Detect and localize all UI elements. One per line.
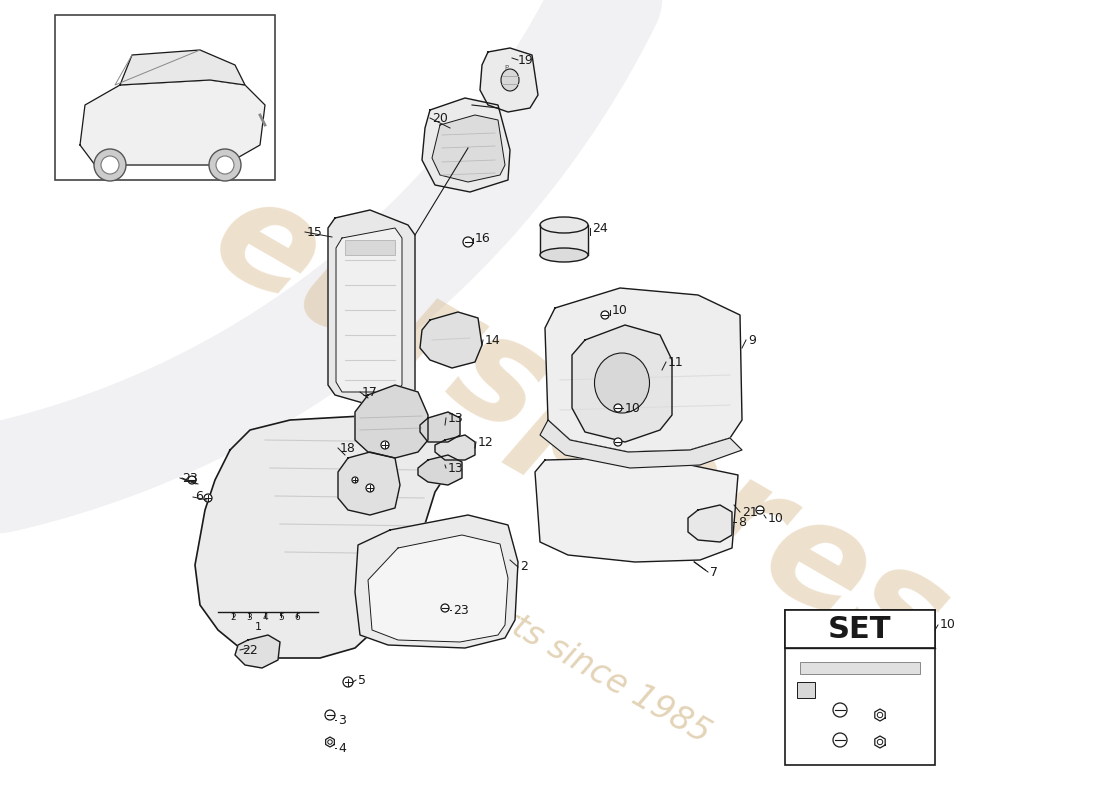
Text: 6: 6 — [294, 613, 300, 622]
Polygon shape — [355, 515, 518, 648]
Text: 2: 2 — [230, 613, 235, 622]
Circle shape — [188, 476, 196, 484]
Text: 11: 11 — [668, 355, 684, 369]
Circle shape — [328, 740, 332, 744]
Ellipse shape — [500, 69, 519, 91]
Circle shape — [878, 712, 882, 718]
Text: 21: 21 — [742, 506, 758, 518]
Polygon shape — [235, 635, 280, 668]
Text: 4: 4 — [262, 613, 267, 622]
Polygon shape — [338, 452, 400, 515]
Text: 6: 6 — [195, 490, 202, 503]
Text: 10: 10 — [768, 511, 784, 525]
Circle shape — [833, 703, 847, 717]
Polygon shape — [326, 737, 334, 747]
Text: 18: 18 — [340, 442, 356, 454]
Text: 15: 15 — [307, 226, 323, 238]
Polygon shape — [544, 288, 742, 452]
Bar — [785, 610, 935, 765]
Polygon shape — [420, 312, 482, 368]
Text: 3: 3 — [338, 714, 345, 726]
Polygon shape — [874, 736, 886, 748]
Circle shape — [381, 441, 389, 449]
Text: 10: 10 — [625, 402, 641, 414]
Circle shape — [601, 311, 609, 319]
Circle shape — [94, 149, 126, 181]
Circle shape — [878, 739, 882, 745]
Text: 23: 23 — [453, 603, 469, 617]
Text: 12: 12 — [478, 435, 494, 449]
Polygon shape — [432, 115, 505, 182]
Text: 9: 9 — [748, 334, 756, 346]
Text: 22: 22 — [242, 643, 257, 657]
Text: 5: 5 — [278, 613, 284, 622]
Bar — [55, 15, 275, 180]
Circle shape — [209, 149, 241, 181]
Text: 10: 10 — [940, 618, 956, 631]
Bar — [345, 240, 395, 255]
Circle shape — [614, 404, 622, 412]
Polygon shape — [434, 435, 475, 460]
Polygon shape — [422, 98, 510, 192]
Circle shape — [101, 156, 119, 174]
Text: 10: 10 — [612, 303, 628, 317]
Text: 3: 3 — [246, 613, 252, 622]
Polygon shape — [688, 505, 732, 542]
Circle shape — [324, 710, 336, 720]
Circle shape — [204, 494, 212, 502]
Polygon shape — [80, 80, 265, 165]
Polygon shape — [874, 709, 886, 721]
Text: 13: 13 — [448, 462, 464, 474]
Text: 8: 8 — [738, 515, 746, 529]
Text: 14: 14 — [485, 334, 501, 346]
Bar — [785, 610, 935, 648]
Text: 2: 2 — [520, 561, 528, 574]
Polygon shape — [535, 458, 738, 562]
Ellipse shape — [540, 217, 589, 233]
Ellipse shape — [540, 248, 589, 262]
Polygon shape — [572, 325, 672, 442]
Text: 23: 23 — [182, 471, 198, 485]
Circle shape — [441, 604, 449, 612]
Text: 19: 19 — [518, 54, 534, 66]
Polygon shape — [480, 48, 538, 112]
Polygon shape — [328, 210, 415, 405]
Circle shape — [756, 506, 764, 514]
Circle shape — [216, 156, 234, 174]
Polygon shape — [368, 535, 508, 642]
Text: 5: 5 — [358, 674, 366, 686]
Polygon shape — [540, 225, 589, 255]
Circle shape — [463, 237, 473, 247]
Polygon shape — [355, 385, 428, 458]
Text: 24: 24 — [592, 222, 607, 234]
Polygon shape — [420, 412, 460, 442]
Bar — [800, 662, 920, 674]
Polygon shape — [195, 415, 448, 658]
Polygon shape — [540, 420, 743, 468]
Circle shape — [366, 484, 374, 492]
Polygon shape — [120, 50, 245, 85]
Text: 1: 1 — [254, 622, 262, 632]
Text: 17: 17 — [362, 386, 378, 398]
Polygon shape — [418, 455, 462, 485]
Bar — [798, 682, 815, 698]
Text: 20: 20 — [432, 111, 448, 125]
Text: 16: 16 — [475, 231, 491, 245]
Polygon shape — [336, 228, 402, 392]
Text: 4: 4 — [338, 742, 345, 754]
Circle shape — [352, 477, 358, 483]
Circle shape — [343, 677, 353, 687]
Text: SET: SET — [828, 614, 892, 643]
Ellipse shape — [594, 353, 649, 413]
Text: 7: 7 — [710, 566, 718, 578]
Text: eurspares: eurspares — [189, 163, 971, 697]
Circle shape — [833, 733, 847, 747]
Text: 13: 13 — [448, 411, 464, 425]
Text: P: P — [504, 65, 508, 71]
Text: a passion for parts since 1985: a passion for parts since 1985 — [264, 470, 716, 750]
Circle shape — [614, 438, 622, 446]
